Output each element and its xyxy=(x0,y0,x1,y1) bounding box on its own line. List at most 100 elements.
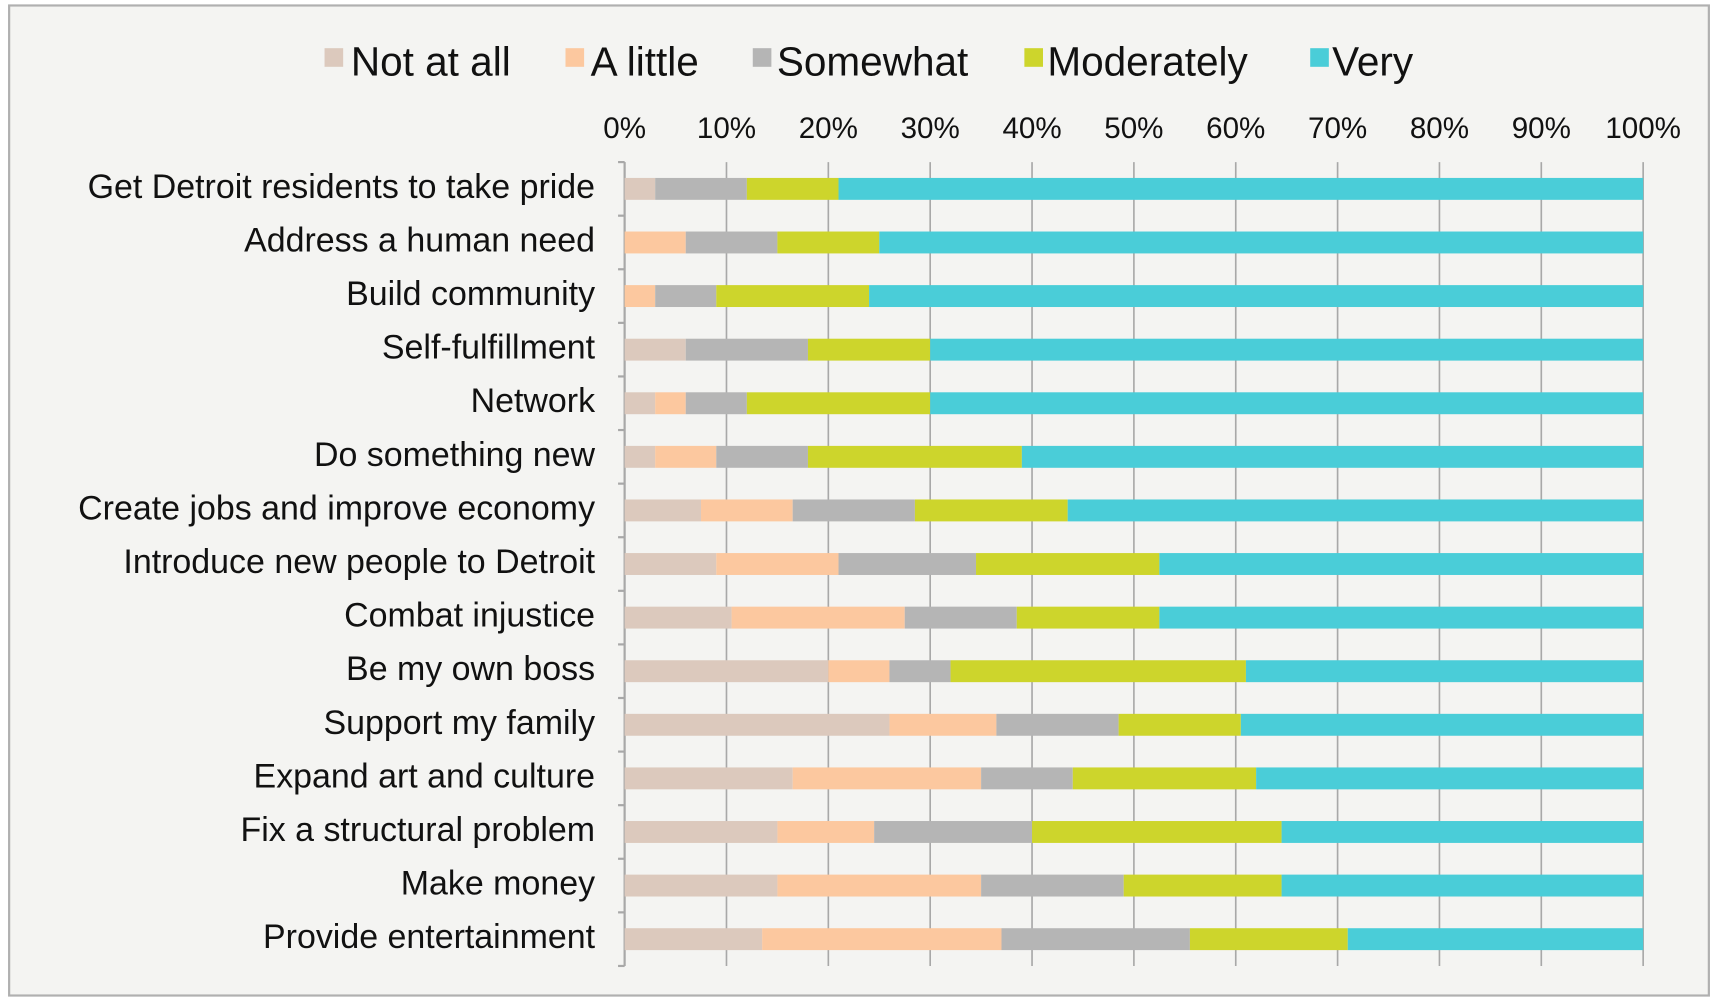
bar-segment xyxy=(624,338,686,361)
x-tick-label: 40% xyxy=(1002,112,1061,145)
bar-segment xyxy=(1256,767,1644,790)
bar-segment xyxy=(624,874,778,897)
bar-segment xyxy=(746,392,931,415)
bar-segment xyxy=(1245,660,1644,683)
bar-segment xyxy=(685,231,778,254)
bar-segment xyxy=(716,553,839,575)
bar-segment xyxy=(1281,874,1644,897)
legend-swatch xyxy=(565,48,585,67)
y-tick-label: Provide entertainment xyxy=(263,918,596,956)
x-tick-label: 60% xyxy=(1206,112,1265,145)
x-tick-label: 50% xyxy=(1104,112,1163,145)
bar-segment xyxy=(716,445,808,468)
bar-segment xyxy=(792,767,982,790)
bar-segment xyxy=(1281,821,1644,843)
x-tick-label: 80% xyxy=(1410,112,1469,145)
bar-segment xyxy=(1240,713,1644,736)
bar-segment xyxy=(1118,713,1241,736)
bar-segment xyxy=(904,606,1017,629)
bar-segment xyxy=(838,553,977,575)
bar-segment xyxy=(930,338,1644,361)
bar-segment xyxy=(1032,821,1282,843)
bar-segment xyxy=(1016,606,1160,629)
bar-segment xyxy=(624,392,656,415)
bar-segment xyxy=(869,285,1644,308)
bar-segment xyxy=(828,660,890,683)
legend-swatch xyxy=(752,48,772,67)
bar-segment xyxy=(1123,874,1282,897)
bar-segment xyxy=(996,713,1119,736)
legend-label: Very xyxy=(1332,38,1414,84)
x-tick-label: 100% xyxy=(1605,112,1681,145)
y-tick-label: Be my own boss xyxy=(346,650,595,688)
bar-segment xyxy=(889,713,997,736)
bar-segment xyxy=(716,285,870,308)
bar-segment xyxy=(624,713,890,736)
legend-swatch xyxy=(1024,48,1043,67)
bar-segment xyxy=(874,821,1033,843)
bar-segment xyxy=(624,553,717,575)
bar-segment xyxy=(624,928,763,951)
legend-label: Moderately xyxy=(1047,38,1248,84)
x-tick-label: 70% xyxy=(1308,112,1367,145)
bar-segment xyxy=(655,392,686,415)
bar-segment xyxy=(762,928,1002,951)
bar-segment xyxy=(777,874,982,897)
bar-segment xyxy=(624,499,702,522)
y-tick-label: Create jobs and improve economy xyxy=(78,489,595,527)
x-tick-label: 90% xyxy=(1512,112,1571,145)
bar-segment xyxy=(1347,928,1644,951)
bar-segment xyxy=(777,231,880,254)
y-tick-label: Introduce new people to Detroit xyxy=(123,543,595,581)
bar-segment xyxy=(624,231,686,254)
bar-segment xyxy=(685,392,747,415)
bar-segment xyxy=(655,445,717,468)
bar-segment xyxy=(976,553,1160,575)
legend-swatch xyxy=(324,48,344,67)
y-tick-label: Expand art and culture xyxy=(254,757,595,795)
bar-segment xyxy=(879,231,1644,254)
bar-segment xyxy=(1072,767,1257,790)
bar-segment xyxy=(655,285,717,308)
bar-segment xyxy=(792,499,915,522)
bar-segment xyxy=(889,660,951,683)
bar-segment xyxy=(807,338,931,361)
y-tick-label: Network xyxy=(471,382,596,420)
bar-segment xyxy=(701,499,793,522)
y-tick-label: Do something new xyxy=(314,436,596,474)
bar-segment xyxy=(1067,499,1644,522)
legend-label: A little xyxy=(591,38,699,84)
y-tick-label: Combat injustice xyxy=(344,597,595,635)
x-tick-label: 30% xyxy=(901,112,960,145)
y-tick-label: Get Detroit residents to take pride xyxy=(88,168,595,206)
bar-segment xyxy=(624,177,656,200)
bar-segment xyxy=(930,392,1644,415)
bar-segment xyxy=(746,177,839,200)
bar-segment xyxy=(624,767,793,790)
bar-segment xyxy=(950,660,1246,683)
x-tick-label: 10% xyxy=(697,112,756,145)
bar-segment xyxy=(1159,606,1644,629)
bar-segment xyxy=(914,499,1068,522)
y-tick-label: Support my family xyxy=(323,704,595,742)
y-tick-label: Fix a structural problem xyxy=(240,811,595,849)
bar-segment xyxy=(624,660,829,683)
bar-segment xyxy=(685,338,808,361)
bar-segment xyxy=(1189,928,1348,951)
y-tick-label: Address a human need xyxy=(244,221,595,259)
legend-swatch xyxy=(1310,48,1329,67)
legend-label: Not at all xyxy=(351,38,511,84)
bar-segment xyxy=(624,445,656,468)
bar-segment xyxy=(1159,553,1644,575)
bar-segment xyxy=(807,445,1022,468)
bar-segment xyxy=(1021,445,1644,468)
y-tick-label: Build community xyxy=(346,275,595,313)
bar-segment xyxy=(1001,928,1190,951)
x-tick-label: 0% xyxy=(603,112,646,145)
bar-segment xyxy=(981,767,1073,790)
bar-segment xyxy=(731,606,905,629)
y-tick-label: Make money xyxy=(401,865,595,903)
legend-label: Somewhat xyxy=(777,38,968,84)
